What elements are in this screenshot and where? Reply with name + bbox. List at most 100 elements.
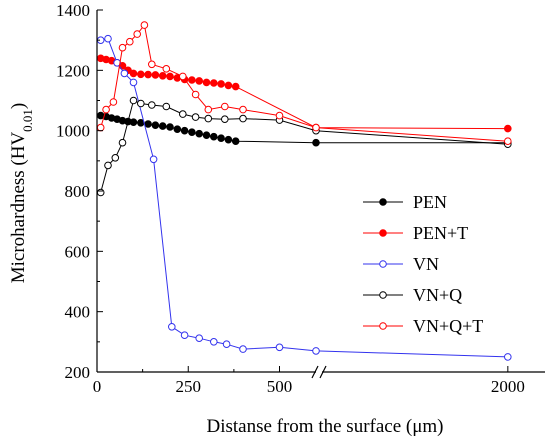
data-point: [188, 128, 196, 136]
data-point: [180, 126, 189, 135]
data-point: [275, 111, 284, 120]
data-point: [109, 98, 118, 106]
axis-break-mark: [319, 365, 327, 379]
series-line: [100, 99, 508, 193]
data-point: [210, 79, 218, 87]
legend-label: VN: [413, 254, 439, 274]
data-point: [210, 132, 218, 141]
x-tick-label: 250: [176, 377, 202, 396]
data-point: [239, 114, 247, 123]
data-point: [191, 90, 200, 99]
data-point: [179, 72, 187, 81]
legend-marker: [379, 229, 387, 237]
data-point: [137, 99, 145, 108]
data-point: [210, 338, 218, 346]
data-point: [312, 123, 320, 132]
plot-area: [96, 21, 512, 361]
data-point: [217, 134, 225, 142]
data-point: [118, 138, 127, 147]
data-point: [195, 334, 203, 343]
data-point: [504, 124, 512, 133]
data-point: [504, 353, 512, 361]
data-point: [504, 137, 512, 145]
series-vn-plus-q-plus-t: [96, 21, 512, 145]
data-point: [133, 30, 141, 38]
data-point: [166, 72, 174, 81]
data-point: [162, 65, 171, 73]
y-tick-label: 800: [65, 182, 91, 201]
data-point: [224, 135, 233, 144]
data-point: [126, 37, 134, 46]
data-point: [151, 71, 160, 79]
y-axis-title-main: Microhardness (HV: [8, 132, 29, 284]
x-tick-label: 2000: [491, 377, 525, 396]
data-point: [118, 43, 127, 52]
data-point: [168, 323, 176, 331]
data-point: [275, 343, 284, 352]
data-point: [144, 120, 152, 128]
legend-label: PEN: [413, 192, 447, 212]
data-point: [102, 105, 110, 114]
data-point: [148, 60, 156, 69]
axes: 200 400 600 800 1000 1200 1400 0 250 500 2000: [56, 1, 545, 396]
legend-marker: [379, 291, 387, 299]
legend-marker: [379, 322, 387, 330]
data-point: [204, 114, 213, 123]
legend-label: VN+Q+T: [413, 316, 483, 336]
data-point: [312, 347, 320, 355]
legend-entry: PEN: [363, 192, 447, 212]
data-point: [312, 138, 320, 147]
legend: PEN PEN+T VN VN+Q VN+Q+T: [363, 192, 483, 336]
x-tick-label: 0: [93, 377, 102, 396]
legend-entry: VN: [363, 254, 439, 274]
y-tick-label: 1400: [56, 1, 90, 20]
legend-entry: VN+Q: [363, 285, 462, 305]
data-point: [173, 125, 182, 133]
data-point: [96, 188, 105, 197]
data-point: [222, 340, 231, 349]
data-point: [195, 77, 203, 85]
y-tick-label: 200: [65, 363, 91, 382]
data-point: [239, 345, 247, 353]
data-point: [144, 70, 152, 79]
data-point: [140, 21, 149, 29]
data-point: [239, 105, 247, 114]
data-point: [202, 78, 211, 87]
data-point: [104, 161, 112, 170]
y-tick-label: 1200: [56, 61, 90, 80]
data-point: [231, 137, 240, 145]
legend-entry: PEN+T: [363, 223, 468, 243]
data-point: [221, 115, 229, 123]
legend-label: PEN+T: [413, 223, 468, 243]
legend-label: VN+Q: [413, 285, 462, 305]
y-axis-title-close: ): [8, 103, 29, 109]
data-point: [151, 121, 160, 129]
series-pen: [96, 111, 512, 147]
y-tick-label: 1000: [56, 122, 90, 141]
series-line: [100, 57, 508, 130]
y-tick-label: 400: [65, 303, 91, 322]
legend-marker: [379, 198, 387, 206]
data-point: [191, 113, 200, 121]
data-point: [217, 80, 225, 88]
data-point: [129, 69, 138, 78]
data-point: [204, 105, 213, 114]
data-point: [129, 96, 138, 105]
data-point: [111, 154, 120, 162]
legend-marker: [379, 260, 387, 268]
data-point: [179, 110, 187, 118]
data-point: [158, 72, 167, 80]
data-point: [180, 331, 189, 340]
data-point: [120, 69, 129, 78]
data-point: [231, 82, 240, 91]
data-point: [158, 122, 167, 130]
data-point: [96, 123, 105, 132]
y-tick-label: 600: [65, 242, 91, 261]
data-point: [104, 34, 112, 43]
data-point: [162, 102, 171, 111]
data-point: [129, 118, 138, 126]
data-point: [224, 81, 233, 90]
legend-entry: VN+Q+T: [363, 316, 483, 336]
data-point: [221, 102, 229, 111]
